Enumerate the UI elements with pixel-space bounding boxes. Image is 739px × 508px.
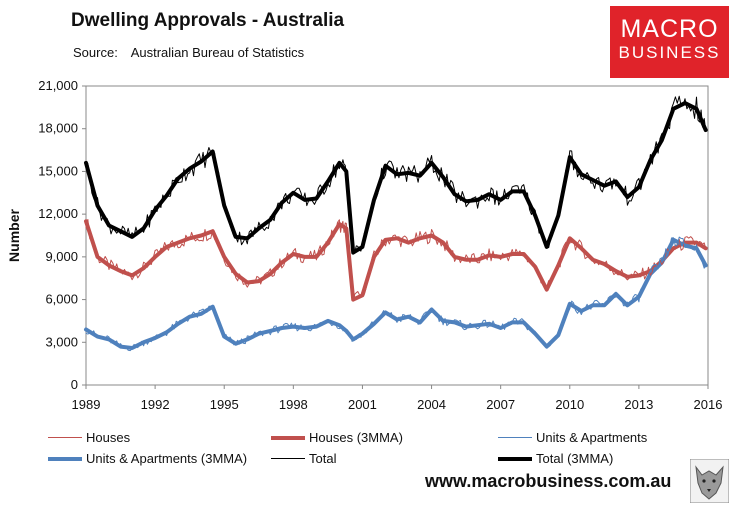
plot-border <box>85 85 709 386</box>
series-line-total <box>85 95 707 254</box>
chart-title: Dwelling Approvals - Australia <box>71 10 345 31</box>
y-axis-label: Number <box>6 209 22 262</box>
x-tick-label: 2010 <box>555 397 584 412</box>
wolf-logo-icon <box>690 459 729 503</box>
y-tick-label: 12,000 <box>38 206 78 221</box>
x-tick-label: 2016 <box>694 397 723 412</box>
y-tick-label: 18,000 <box>38 121 78 136</box>
series-line-units-apartments-3mma <box>84 237 708 350</box>
series-line-units-apartments <box>85 236 707 352</box>
logo-line-2: BUSINESS <box>618 43 721 62</box>
y-tick-label: 9,000 <box>45 249 78 264</box>
series-line-houses-3mma <box>84 219 708 302</box>
source-text: Australian Bureau of Statistics <box>130 45 305 60</box>
series-line-houses <box>85 219 707 302</box>
source-label: Source: <box>73 45 118 60</box>
website-url[interactable]: www.macrobusiness.com.au <box>425 471 672 491</box>
source-line: Source: Australian Bureau of Statistics <box>73 45 304 60</box>
x-tick-label: 2007 <box>486 397 515 412</box>
logo-line-1: MACRO <box>620 15 719 43</box>
x-tick-label: 2013 <box>624 397 653 412</box>
x-tick-label: 1992 <box>141 397 170 412</box>
x-tick-label: 1995 <box>210 397 239 412</box>
y-tick-label: 3,000 <box>45 334 78 349</box>
x-tick-label: 2004 <box>417 397 446 412</box>
y-tick-label: 0 <box>71 377 78 392</box>
y-tick-label: 21,000 <box>38 78 78 93</box>
x-tick-label: 1989 <box>72 397 101 412</box>
x-tick-label: 1998 <box>279 397 308 412</box>
y-tick-label: 15,000 <box>38 163 78 178</box>
series-line-total-3mma <box>84 101 708 255</box>
y-tick-label: 6,000 <box>45 292 78 307</box>
macrobusiness-logo: MACRO BUSINESS <box>610 6 729 78</box>
x-tick-label: 2001 <box>348 397 377 412</box>
